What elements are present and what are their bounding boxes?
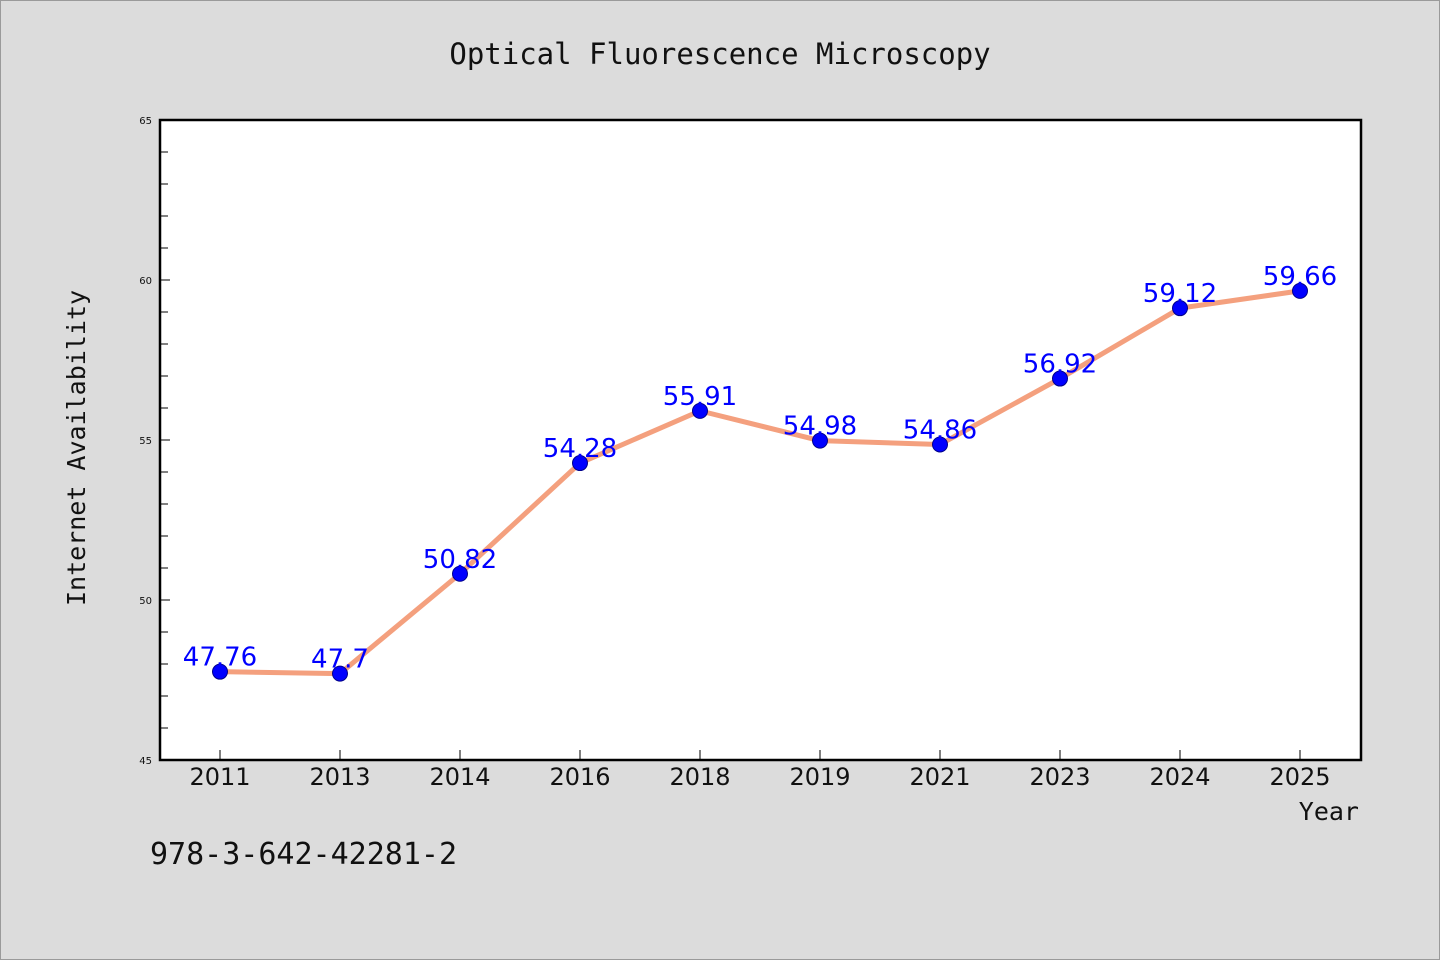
data-label-2018: 55.91 xyxy=(663,382,737,412)
x-tick-label: 2018 xyxy=(669,763,730,791)
data-label-2019: 54.98 xyxy=(783,412,857,442)
chart-title: Optical Fluorescence Microscopy xyxy=(449,37,990,71)
series-markers xyxy=(212,282,1308,682)
y-tick-label: 50 xyxy=(139,596,152,607)
y-tick-label: 45 xyxy=(139,756,152,767)
data-point-2019 xyxy=(812,432,828,449)
data-labels: 47.76 47.7 50.82 54.28 55.91 54.98 54.86 56.92 5… xyxy=(183,262,1337,675)
data-point-2013 xyxy=(332,665,348,682)
x-tick-label: 2025 xyxy=(1269,763,1330,791)
data-label-2011: 47.76 xyxy=(183,643,257,673)
y-tick-label: 60 xyxy=(139,276,152,287)
data-label-2014: 50.82 xyxy=(423,545,497,575)
data-label-2023: 56.92 xyxy=(1023,350,1097,380)
data-point-2016 xyxy=(572,455,588,472)
series-line xyxy=(217,288,1303,677)
data-point-2014 xyxy=(452,565,468,582)
x-tick-label: 2019 xyxy=(789,763,850,791)
data-label-2013: 47.7 xyxy=(311,645,369,675)
y-tick-label: 55 xyxy=(139,436,152,447)
footer-isbn: 978-3-642-42281-2 xyxy=(150,837,457,872)
data-label-2021: 54.86 xyxy=(903,415,977,445)
x-tick-label: 2021 xyxy=(909,763,970,791)
x-tick-label: 2023 xyxy=(1029,763,1090,791)
x-tick-label: 2013 xyxy=(309,763,370,791)
data-point-2023 xyxy=(1052,370,1068,387)
x-axis-label: Year xyxy=(1299,797,1359,826)
x-tick-label: 2014 xyxy=(429,763,490,791)
x-axis-ticks: 2011 2013 2014 2016 2018 2019 2021 2023 2024 2025 xyxy=(189,750,1331,791)
x-tick-label: 2011 xyxy=(189,763,250,791)
data-point-2018 xyxy=(692,402,708,419)
data-point-2011 xyxy=(212,663,228,680)
data-label-2025: 59.66 xyxy=(1263,262,1337,292)
data-point-2025 xyxy=(1292,282,1308,299)
plot-area xyxy=(158,118,1363,762)
data-point-2024 xyxy=(1172,300,1188,317)
x-tick-label: 2016 xyxy=(549,763,610,791)
data-point-2021 xyxy=(932,436,948,453)
data-label-2024: 59.12 xyxy=(1143,279,1217,309)
y-axis-label: Internet Availability xyxy=(62,290,91,606)
y-tick-label: 65 xyxy=(139,116,152,127)
data-label-2016: 54.28 xyxy=(543,434,617,464)
x-tick-label: 2024 xyxy=(1149,763,1210,791)
y-axis-ticks: 45 50 55 60 65 xyxy=(139,116,170,767)
